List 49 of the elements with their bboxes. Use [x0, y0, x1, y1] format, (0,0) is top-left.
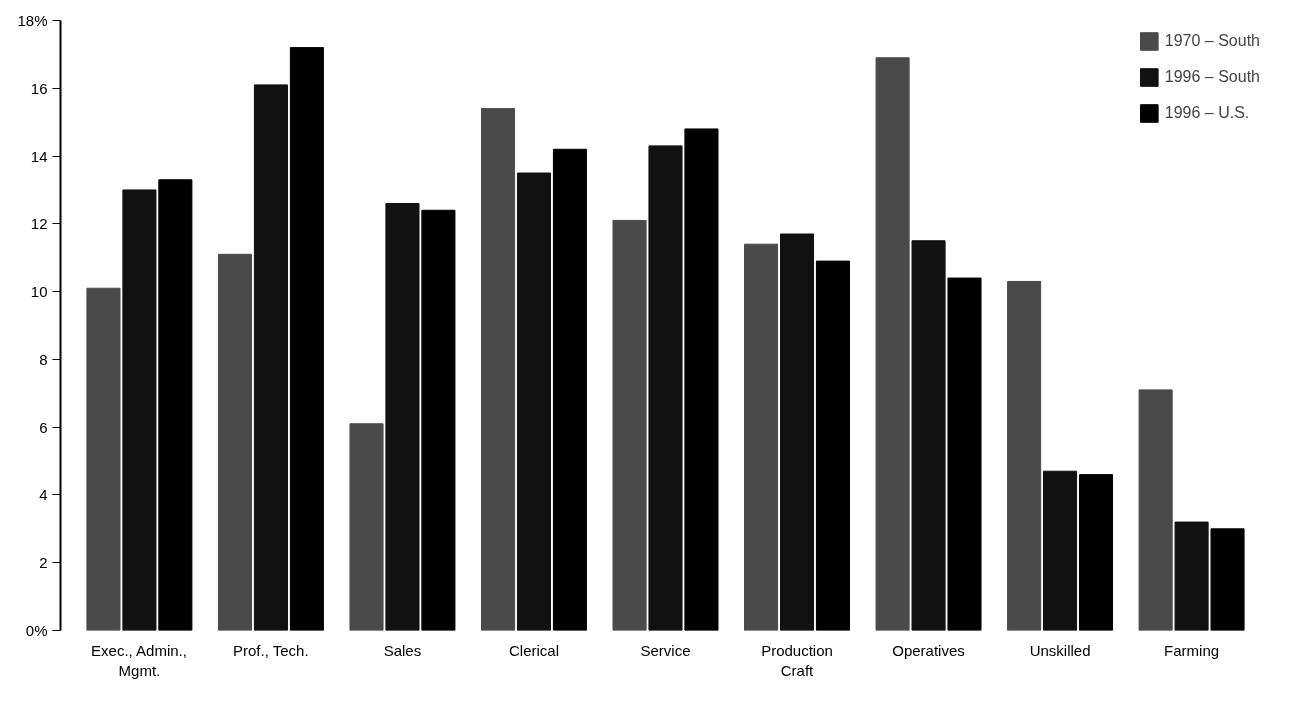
- x-tick-label: Prof., Tech.: [233, 641, 309, 659]
- x-tick-label: Farming: [1164, 641, 1220, 659]
- bar: [744, 243, 779, 631]
- y-tick-label: 4: [39, 486, 48, 504]
- bar: [1078, 474, 1114, 631]
- bar: [815, 260, 851, 631]
- x-tick-label: Clerical: [508, 641, 559, 659]
- bar: [480, 108, 516, 631]
- x-tick-label: Unskilled: [1029, 641, 1091, 659]
- bar: [612, 219, 647, 631]
- bar: [1007, 280, 1042, 631]
- bar: [86, 287, 121, 631]
- bar: [516, 172, 552, 631]
- x-tick-label: Exec., Admin., Mgmt.: [91, 641, 187, 679]
- bar: [1043, 470, 1078, 631]
- bar: [385, 203, 420, 631]
- bar: [349, 423, 384, 631]
- legend-label: 1996 – U.S.: [1164, 104, 1250, 122]
- x-tick-label: Operatives: [892, 641, 965, 659]
- bar: [779, 233, 815, 631]
- bar: [684, 128, 719, 631]
- y-tick-label: 12: [30, 215, 48, 233]
- bar: [289, 47, 324, 631]
- x-tick-label: Service: [640, 641, 691, 659]
- bar: [421, 209, 456, 631]
- y-tick-label: 10: [30, 283, 48, 301]
- bar: [552, 148, 587, 631]
- y-tick-label: 14: [30, 147, 48, 165]
- y-tick-label: 18%: [17, 12, 48, 29]
- bar: [217, 253, 253, 631]
- bar: [947, 277, 982, 631]
- y-tick-label: 6: [39, 418, 48, 436]
- x-tick-label: Sales: [383, 641, 422, 659]
- legend-label: 1970 – South: [1164, 32, 1260, 50]
- bar: [1138, 389, 1173, 631]
- bar: [1210, 528, 1245, 631]
- bar: [122, 189, 157, 631]
- y-tick-label: 0%: [25, 622, 48, 639]
- bar: [648, 145, 683, 631]
- y-tick-label: 8: [39, 350, 48, 368]
- bar: [158, 179, 193, 631]
- bar: [1174, 521, 1209, 631]
- bar: [911, 240, 946, 631]
- y-tick-label: 2: [39, 554, 48, 572]
- y-tick-label: 16: [30, 79, 48, 97]
- legend-label: 1996 – South: [1164, 68, 1260, 86]
- bar: [253, 84, 288, 631]
- bar: [875, 57, 910, 631]
- x-tick-label: Production Craft: [761, 641, 833, 679]
